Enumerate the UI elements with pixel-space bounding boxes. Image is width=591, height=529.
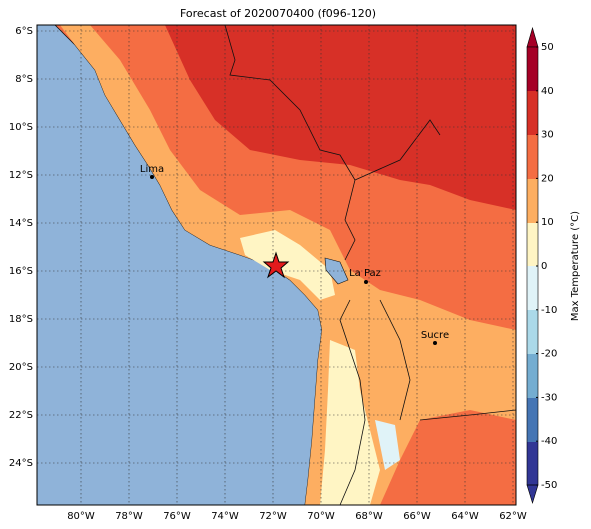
city-dot xyxy=(364,280,368,284)
lake xyxy=(324,257,349,285)
colorbar: Max Temperature (°C) xyxy=(526,26,581,505)
city-label: La Paz xyxy=(349,268,381,279)
x-tick-label: 78°W xyxy=(115,511,143,522)
x-tick-label: 74°W xyxy=(211,511,239,522)
y-tick-label: 18°S xyxy=(9,314,33,325)
colorbar-tick-label: -10 xyxy=(541,305,557,316)
colorbar-tick-label: -50 xyxy=(541,480,557,491)
title: Forecast of 2020070400 (f096-120) xyxy=(180,7,376,20)
y-tick-label: 22°S xyxy=(9,410,33,421)
y-tick-label: 6°S xyxy=(15,26,33,37)
colorbar-extend xyxy=(526,26,539,48)
x-tick-label: 68°W xyxy=(355,511,383,522)
colorbar-band xyxy=(527,310,538,354)
city-label: Sucre xyxy=(421,330,449,341)
city-label: Lima xyxy=(140,164,164,175)
colorbar-band xyxy=(527,91,538,135)
colorbar-tick-label: 20 xyxy=(541,173,554,184)
colorbar-band xyxy=(527,135,538,179)
x-tick-label: 62°W xyxy=(499,511,527,522)
y-tick-label: 8°S xyxy=(15,74,33,85)
colorbar-extend xyxy=(526,484,539,505)
star-marker xyxy=(262,251,290,279)
colorbar-band xyxy=(527,354,538,398)
hot-region xyxy=(165,25,516,210)
colorbar-tick-label: -30 xyxy=(541,392,557,403)
colorbar-label: Max Temperature (°C) xyxy=(570,211,581,321)
colorbar-band xyxy=(527,47,538,91)
y-tick-label: 14°S xyxy=(9,218,33,229)
y-tick-label: 20°S xyxy=(9,362,33,373)
x-tick-label: 72°W xyxy=(259,511,287,522)
y-tick-label: 16°S xyxy=(9,266,33,277)
colorbar-tick-label: 50 xyxy=(541,42,554,53)
x-tick-label: 70°W xyxy=(307,511,335,522)
map-frame xyxy=(36,24,517,506)
colorbar-band xyxy=(527,266,538,310)
colorbar-band xyxy=(527,442,538,485)
y-tick-label: 12°S xyxy=(9,170,33,181)
mild-region xyxy=(240,230,335,300)
borders xyxy=(224,25,516,505)
colorbar-tick-label: -20 xyxy=(541,349,557,360)
colorbar-tick-label: 30 xyxy=(541,130,554,141)
x-tick-label: 80°W xyxy=(67,511,95,522)
city-dot xyxy=(150,175,154,179)
cool-region xyxy=(375,420,400,470)
city-dot xyxy=(433,341,437,345)
x-tick-label: 64°W xyxy=(451,511,479,522)
mild-region xyxy=(320,340,380,505)
colorbar-band xyxy=(527,398,538,442)
y-tick-label: 24°S xyxy=(9,458,33,469)
colorbar-tick-label: 0 xyxy=(541,261,547,272)
graticule xyxy=(37,25,516,505)
x-tick-label: 66°W xyxy=(403,511,431,522)
colorbar-tick-label: 10 xyxy=(541,217,554,228)
colorbar-tick-label: 40 xyxy=(541,86,554,97)
colorbar-band xyxy=(527,179,538,223)
map: Lima La Paz Sucre xyxy=(37,25,516,505)
x-tick-label: 76°W xyxy=(163,511,191,522)
colorbar-tick-label: -40 xyxy=(541,436,557,447)
y-tick-label: 10°S xyxy=(9,122,33,133)
colorbar-band xyxy=(527,223,538,266)
